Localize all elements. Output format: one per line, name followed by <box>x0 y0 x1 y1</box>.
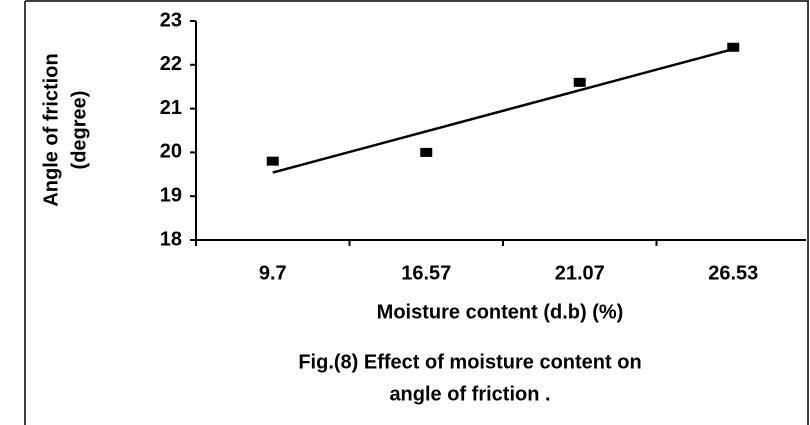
x-tick-label: 26.53 <box>708 262 758 284</box>
x-tick-label: 21.07 <box>555 262 605 284</box>
y-tick-label: 20 <box>160 141 182 163</box>
x-axis-label: Moisture content (d.b) (%) <box>377 301 624 323</box>
y-tick-label: 21 <box>160 97 182 119</box>
y-tick-label: 18 <box>160 228 182 250</box>
marker <box>266 156 279 166</box>
y-axis-label: Angle of friction <box>40 53 62 206</box>
marker <box>573 77 586 87</box>
y-axis-label: (degree) <box>68 91 90 170</box>
chart-title: Fig.(8) Effect of moisture content on <box>298 351 641 373</box>
marker <box>420 147 433 157</box>
y-tick-label: 19 <box>160 184 182 206</box>
y-tick-label: 22 <box>160 53 182 75</box>
x-tick-label: 9.7 <box>259 262 287 284</box>
x-tick-label: 16.57 <box>401 262 451 284</box>
trendline <box>272 47 734 174</box>
marker <box>727 42 740 52</box>
chart-title: angle of friction . <box>389 383 550 405</box>
y-tick-label: 23 <box>160 9 182 31</box>
